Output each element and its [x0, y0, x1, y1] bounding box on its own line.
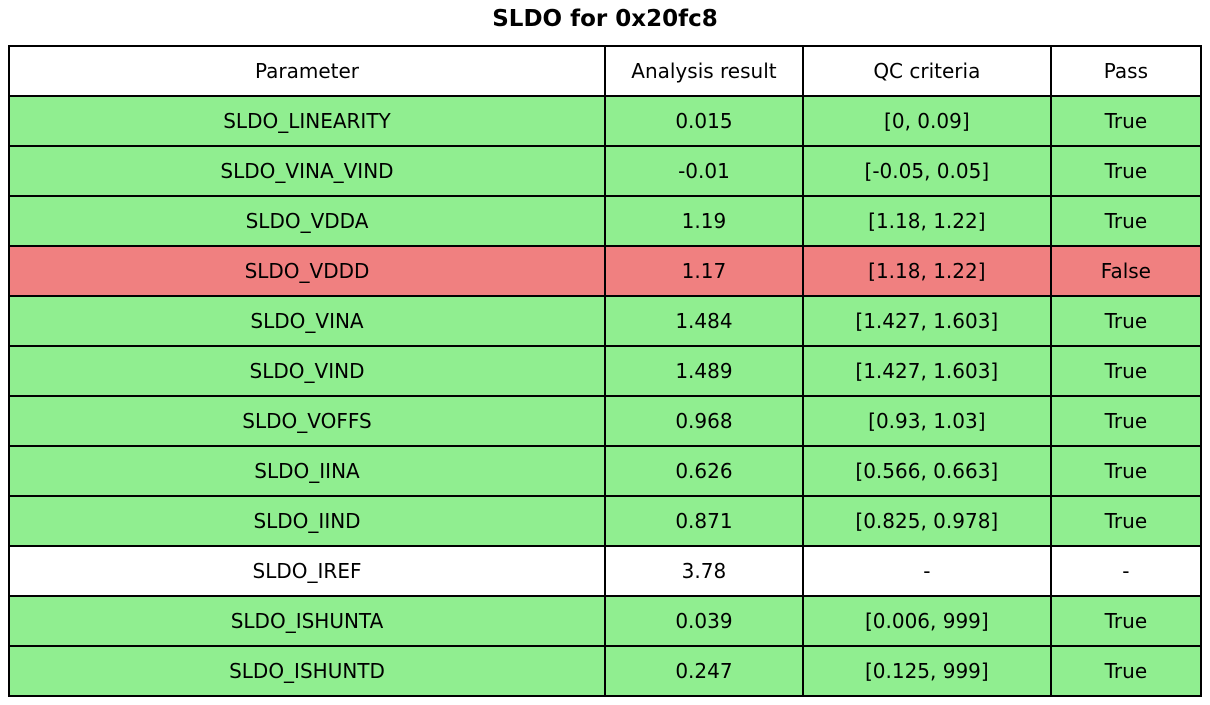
qc-criteria-cell: - [801, 545, 1052, 597]
qc-criteria-cell: [1.427, 1.603] [801, 345, 1052, 397]
qc-criteria-cell: [0.566, 0.663] [801, 445, 1052, 497]
qc-criteria-cell: [0, 0.09] [801, 95, 1052, 147]
qc-criteria-cell: [1.18, 1.22] [801, 195, 1052, 247]
table-row: SLDO_ISHUNTD 0.247 [0.125, 999] True [7, 645, 1203, 697]
column-header-pass: Pass [1049, 45, 1203, 97]
analysis-result-cell: 1.489 [604, 345, 804, 397]
analysis-result-cell: 0.039 [604, 595, 804, 647]
analysis-result-cell: -0.01 [604, 145, 804, 197]
parameter-cell: SLDO_ISHUNTA [7, 595, 607, 647]
pass-cell: True [1049, 295, 1203, 347]
analysis-result-cell: 1.484 [604, 295, 804, 347]
pass-cell: True [1049, 95, 1203, 147]
pass-cell: True [1049, 345, 1203, 397]
analysis-result-cell: 1.19 [604, 195, 804, 247]
table-body: SLDO_LINEARITY 0.015 [0, 0.09] True SLDO_VIN… [7, 95, 1203, 697]
column-header-parameter: Parameter [7, 45, 607, 97]
column-header-analysis-result: Analysis result [604, 45, 804, 97]
table-header-row: Parameter Analysis result QC criteria Pa… [7, 45, 1203, 97]
analysis-result-cell: 3.78 [604, 545, 804, 597]
qc-results-table: Parameter Analysis result QC criteria Pa… [7, 45, 1203, 697]
analysis-result-cell: 0.871 [604, 495, 804, 547]
table-row: SLDO_ISHUNTA 0.039 [0.006, 999] True [7, 595, 1203, 647]
qc-criteria-cell: [0.125, 999] [801, 645, 1052, 697]
pass-cell: - [1049, 545, 1203, 597]
analysis-result-cell: 0.968 [604, 395, 804, 447]
parameter-cell: SLDO_IIND [7, 495, 607, 547]
analysis-result-cell: 0.247 [604, 645, 804, 697]
table-row: SLDO_LINEARITY 0.015 [0, 0.09] True [7, 95, 1203, 147]
analysis-result-cell: 0.626 [604, 445, 804, 497]
qc-criteria-cell: [-0.05, 0.05] [801, 145, 1052, 197]
table-row: SLDO_IINA 0.626 [0.566, 0.663] True [7, 445, 1203, 497]
qc-criteria-cell: [0.825, 0.978] [801, 495, 1052, 547]
parameter-cell: SLDO_VINA [7, 295, 607, 347]
parameter-cell: SLDO_IINA [7, 445, 607, 497]
column-header-qc-criteria: QC criteria [801, 45, 1052, 97]
pass-cell: True [1049, 495, 1203, 547]
qc-criteria-cell: [0.006, 999] [801, 595, 1052, 647]
table-row: SLDO_VOFFS 0.968 [0.93, 1.03] True [7, 395, 1203, 447]
pass-cell: True [1049, 645, 1203, 697]
parameter-cell: SLDO_VINA_VIND [7, 145, 607, 197]
page-title: SLDO for 0x20fc8 [492, 6, 718, 32]
parameter-cell: SLDO_VOFFS [7, 395, 607, 447]
analysis-result-cell: 0.015 [604, 95, 804, 147]
table-row: SLDO_VDDD 1.17 [1.18, 1.22] False [7, 245, 1203, 297]
table-row: SLDO_VIND 1.489 [1.427, 1.603] True [7, 345, 1203, 397]
table-row: SLDO_IIND 0.871 [0.825, 0.978] True [7, 495, 1203, 547]
qc-criteria-cell: [1.427, 1.603] [801, 295, 1052, 347]
parameter-cell: SLDO_LINEARITY [7, 95, 607, 147]
pass-cell: True [1049, 395, 1203, 447]
table-row: SLDO_IREF 3.78- - [7, 545, 1203, 597]
table-row: SLDO_VINA_VIND -0.01 [-0.05, 0.05] True [7, 145, 1203, 197]
parameter-cell: SLDO_VDDA [7, 195, 607, 247]
qc-criteria-cell: [0.93, 1.03] [801, 395, 1052, 447]
analysis-result-cell: 1.17 [604, 245, 804, 297]
parameter-cell: SLDO_VDDD [7, 245, 607, 297]
table-row: SLDO_VINA 1.484 [1.427, 1.603] True [7, 295, 1203, 347]
pass-cell: True [1049, 195, 1203, 247]
parameter-cell: SLDO_VIND [7, 345, 607, 397]
parameter-cell: SLDO_IREF [7, 545, 607, 597]
qc-criteria-cell: [1.18, 1.22] [801, 245, 1052, 297]
pass-cell: True [1049, 595, 1203, 647]
pass-cell: True [1049, 145, 1203, 197]
table-row: SLDO_VDDA 1.19 [1.18, 1.22] True [7, 195, 1203, 247]
parameter-cell: SLDO_ISHUNTD [7, 645, 607, 697]
pass-cell: False [1049, 245, 1203, 297]
pass-cell: True [1049, 445, 1203, 497]
